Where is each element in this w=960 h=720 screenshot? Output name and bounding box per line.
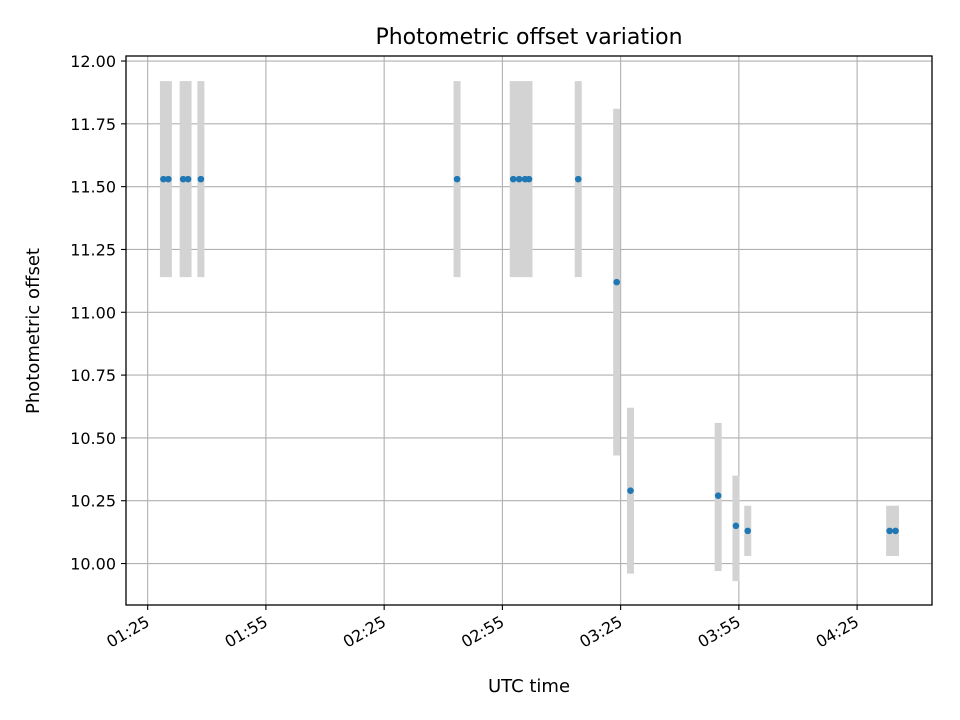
data-point bbox=[892, 527, 899, 535]
data-point bbox=[179, 175, 187, 183]
y-tick-label: 10.75 bbox=[70, 366, 116, 385]
x-tick-label: 01:55 bbox=[221, 612, 270, 652]
data-point bbox=[714, 492, 722, 500]
x-tick-label: 01:25 bbox=[103, 612, 152, 652]
x-tick-label: 02:55 bbox=[458, 612, 507, 652]
y-tick-label: 11.75 bbox=[70, 115, 116, 134]
data-point bbox=[525, 175, 533, 183]
data-point bbox=[744, 527, 752, 535]
data-point bbox=[627, 487, 634, 494]
y-tick-label: 10.50 bbox=[70, 429, 116, 448]
y-axis: 10.00 10.25 10.50 10.75 11.00 11.25 11.50 11.75… bbox=[70, 52, 126, 574]
data-point bbox=[509, 175, 517, 183]
data-point bbox=[574, 175, 582, 183]
x-tick-label: 03:25 bbox=[576, 612, 625, 652]
x-tick-label: 03:55 bbox=[694, 612, 743, 652]
error-bars bbox=[159, 81, 900, 582]
y-tick-label: 10.00 bbox=[70, 555, 116, 574]
data-point bbox=[515, 175, 523, 183]
y-tick-label: 10.25 bbox=[70, 492, 116, 511]
y-tick-label: 11.50 bbox=[70, 178, 116, 197]
data-point bbox=[165, 175, 172, 183]
x-axis-label: UTC time bbox=[488, 676, 570, 697]
y-tick-label: 11.25 bbox=[70, 240, 116, 259]
data-point bbox=[732, 522, 740, 530]
data-point bbox=[453, 175, 461, 183]
y-tick-label: 11.00 bbox=[70, 303, 116, 322]
data-point bbox=[613, 278, 620, 286]
data-point bbox=[197, 175, 205, 183]
data-point bbox=[160, 175, 167, 183]
plot-frame bbox=[125, 55, 933, 606]
data-points bbox=[160, 175, 899, 535]
x-tick-label: 02:25 bbox=[340, 612, 389, 652]
y-axis-label: Photometric offset bbox=[23, 248, 44, 414]
x-axis: 01:25 01:55 02:25 02:55 03:25 03:55 04:25 bbox=[103, 605, 862, 652]
y-tick-label: 12.00 bbox=[70, 52, 116, 71]
data-point bbox=[184, 175, 192, 183]
x-tick-label: 04:25 bbox=[813, 612, 862, 652]
data-point bbox=[886, 527, 893, 535]
chart-title: Photometric offset variation bbox=[375, 25, 682, 50]
